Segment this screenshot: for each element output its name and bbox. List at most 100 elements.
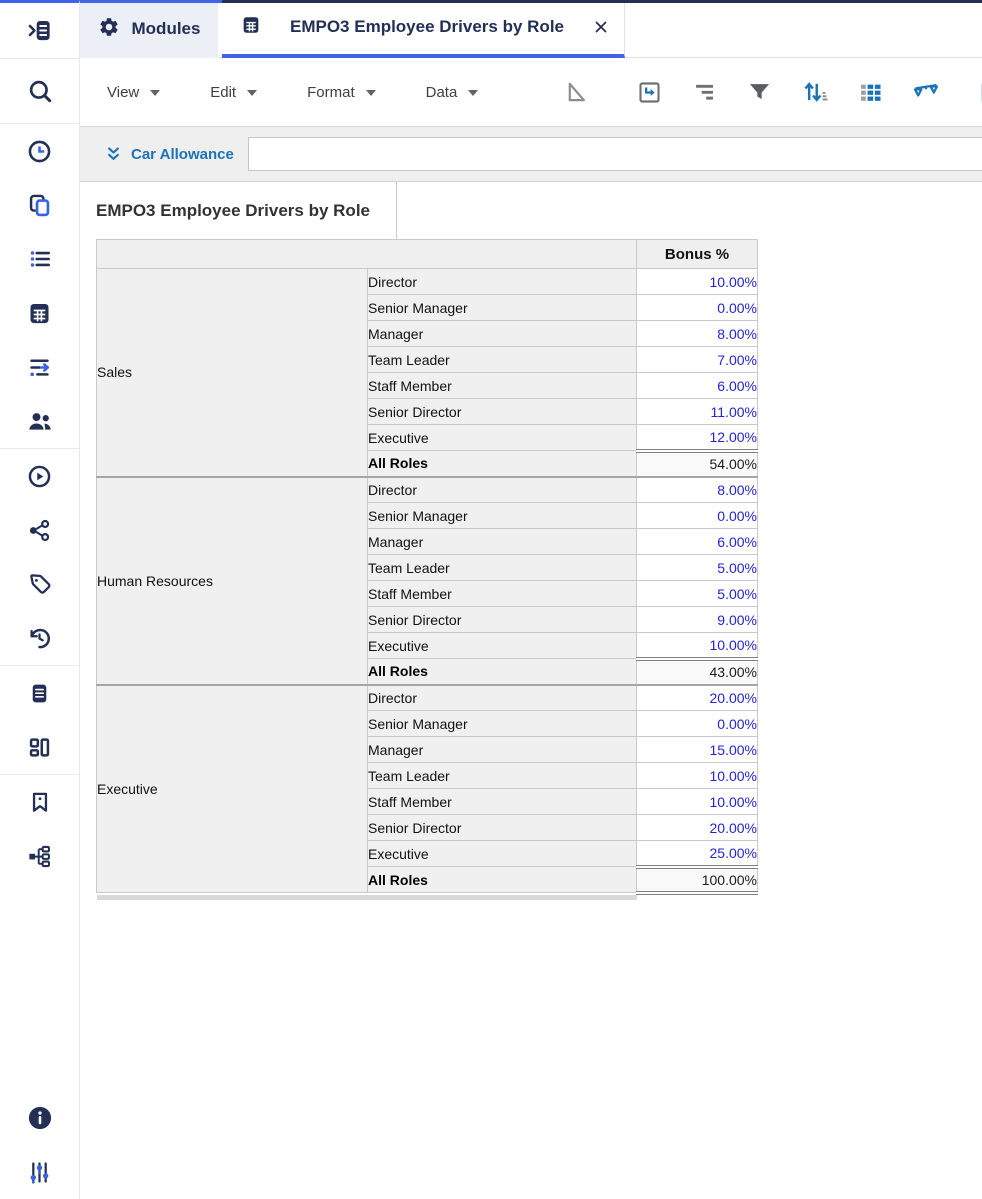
grid-row: Manager 15.00% <box>97 736 758 763</box>
sidebar-item-dashboards[interactable] <box>0 720 80 774</box>
bonus-value-cell[interactable]: 25.00% <box>636 840 758 867</box>
bonus-value-cell[interactable]: 7.00% <box>636 346 758 373</box>
total-label-cell[interactable]: All Roles <box>367 450 637 477</box>
sidebar-item-modules[interactable] <box>0 286 80 340</box>
role-label-cell[interactable]: Senior Director <box>367 398 637 425</box>
formula-input[interactable] <box>247 137 982 171</box>
role-label-cell[interactable]: Director <box>367 268 637 295</box>
bonus-value-cell[interactable]: 11.00% <box>636 398 758 425</box>
collapse-double-chevron-icon[interactable] <box>104 145 123 164</box>
sidebar-item-bookmarks[interactable] <box>0 775 80 829</box>
sidebar-item-history[interactable] <box>0 611 80 665</box>
group-label-cell[interactable]: Sales <box>96 268 368 477</box>
bonus-value-cell[interactable]: 12.00% <box>636 424 758 451</box>
chevron-down-icon <box>247 90 258 96</box>
role-label-cell[interactable]: Senior Manager <box>367 502 637 529</box>
role-label-cell[interactable]: Staff Member <box>367 788 637 815</box>
bonus-value-cell[interactable]: 20.00% <box>636 683 758 711</box>
total-value-cell[interactable]: 100.00% <box>636 864 758 895</box>
chevron-down-icon <box>468 90 479 96</box>
bonus-value-cell[interactable]: 8.00% <box>636 475 758 503</box>
role-label-cell[interactable]: Senior Director <box>367 814 637 841</box>
bonus-value-cell[interactable]: 20.00% <box>636 814 758 841</box>
role-label-cell[interactable]: Staff Member <box>367 580 637 607</box>
grid-row: Staff Member 10.00% <box>97 788 758 815</box>
menu-data[interactable]: Data <box>426 84 479 101</box>
conditional-formatting-button[interactable] <box>857 78 884 106</box>
role-label-cell[interactable]: Manager <box>367 736 637 763</box>
bonus-value-cell[interactable]: 10.00% <box>636 788 758 815</box>
grid-row: Senior Director 11.00% <box>97 398 758 425</box>
bonus-value-cell[interactable]: 0.00% <box>636 502 758 529</box>
sidebar-item-source-models[interactable] <box>0 829 80 883</box>
group-label-cell[interactable]: Executive <box>96 683 368 893</box>
sidebar-item-users[interactable] <box>0 394 80 448</box>
role-label-cell[interactable]: Staff Member <box>367 372 637 399</box>
grid-header-row: Bonus % <box>96 239 758 269</box>
total-value-cell[interactable]: 54.00% <box>636 448 758 477</box>
tab-modules[interactable]: Modules <box>80 0 218 58</box>
role-label-cell[interactable]: Manager <box>367 528 637 555</box>
tab-empo3-module[interactable]: EMPO3 Employee Drivers by Role <box>222 0 625 58</box>
sidebar-item-tags[interactable] <box>0 557 80 611</box>
settings-button[interactable] <box>0 1145 80 1199</box>
sidebar-item-lists[interactable] <box>0 232 80 286</box>
sidebar-item-actions[interactable] <box>0 340 80 394</box>
bonus-value-cell[interactable]: 5.00% <box>636 554 758 581</box>
bonus-value-cell[interactable]: 0.00% <box>636 710 758 737</box>
role-label-cell[interactable]: Team Leader <box>367 346 637 373</box>
role-label-cell[interactable]: Team Leader <box>367 762 637 789</box>
filter-button[interactable] <box>746 78 773 106</box>
role-label-cell[interactable]: Executive <box>367 424 637 451</box>
role-label-cell[interactable]: Executive <box>367 840 637 867</box>
bonus-value-cell[interactable]: 0.00% <box>636 294 758 321</box>
sidebar-item-share[interactable] <box>0 503 80 557</box>
total-value-cell[interactable]: 43.00% <box>636 656 758 685</box>
info-button[interactable] <box>0 1091 80 1145</box>
bonus-value-cell[interactable]: 10.00% <box>636 762 758 789</box>
show-hide-levels-button[interactable] <box>691 78 718 106</box>
grid-row: Senior Manager 0.00% <box>97 502 758 529</box>
role-label-cell[interactable]: Executive <box>367 632 637 659</box>
menu-view[interactable]: View <box>107 84 161 101</box>
column-header-bonus[interactable]: Bonus % <box>636 239 758 269</box>
bonus-value-cell[interactable]: 5.00% <box>636 580 758 607</box>
sidebar-item-notes[interactable] <box>0 666 80 720</box>
show-hide-levels-icon <box>691 79 718 106</box>
pivot-button[interactable] <box>636 78 663 106</box>
bonus-value-cell[interactable]: 9.00% <box>636 606 758 633</box>
total-label-cell[interactable]: All Roles <box>367 658 637 685</box>
sidebar-item-processes[interactable] <box>0 449 80 503</box>
bonus-value-cell[interactable]: 8.00% <box>636 320 758 347</box>
share-nodes-icon <box>26 517 53 544</box>
search-button[interactable] <box>0 59 80 123</box>
sidebar-item-recent[interactable] <box>0 124 80 178</box>
role-label-cell[interactable]: Director <box>367 475 637 503</box>
role-label-cell[interactable]: Director <box>367 683 637 711</box>
history-clock-icon <box>26 625 53 652</box>
bonus-value-cell[interactable]: 10.00% <box>636 632 758 659</box>
module-grid-icon <box>240 14 262 41</box>
sort-button[interactable] <box>801 78 829 106</box>
menu-edit[interactable]: Edit <box>210 84 258 101</box>
select-cursor-icon <box>562 79 588 105</box>
menu-format[interactable]: Format <box>307 84 376 101</box>
bonus-value-cell[interactable]: 10.00% <box>636 268 758 295</box>
bonus-value-cell[interactable]: 6.00% <box>636 372 758 399</box>
sidebar-item-copy-pages[interactable] <box>0 178 80 232</box>
role-label-cell[interactable]: Senior Manager <box>367 710 637 737</box>
bonus-value-cell[interactable]: 15.00% <box>636 736 758 763</box>
role-label-cell[interactable]: Senior Manager <box>367 294 637 321</box>
role-label-cell[interactable]: Senior Director <box>367 606 637 633</box>
group-label-cell[interactable]: Human Resources <box>96 475 368 685</box>
grid-row: Team Leader 10.00% <box>97 762 758 789</box>
compare-button[interactable] <box>912 78 940 106</box>
bonus-value-cell[interactable]: 6.00% <box>636 528 758 555</box>
panel-expand-button[interactable] <box>0 3 80 58</box>
role-label-cell[interactable]: Team Leader <box>367 554 637 581</box>
chart-button[interactable] <box>976 78 982 106</box>
select-mode-button[interactable] <box>562 78 588 106</box>
total-label-cell[interactable]: All Roles <box>367 866 637 893</box>
close-icon[interactable] <box>592 18 610 36</box>
role-label-cell[interactable]: Manager <box>367 320 637 347</box>
